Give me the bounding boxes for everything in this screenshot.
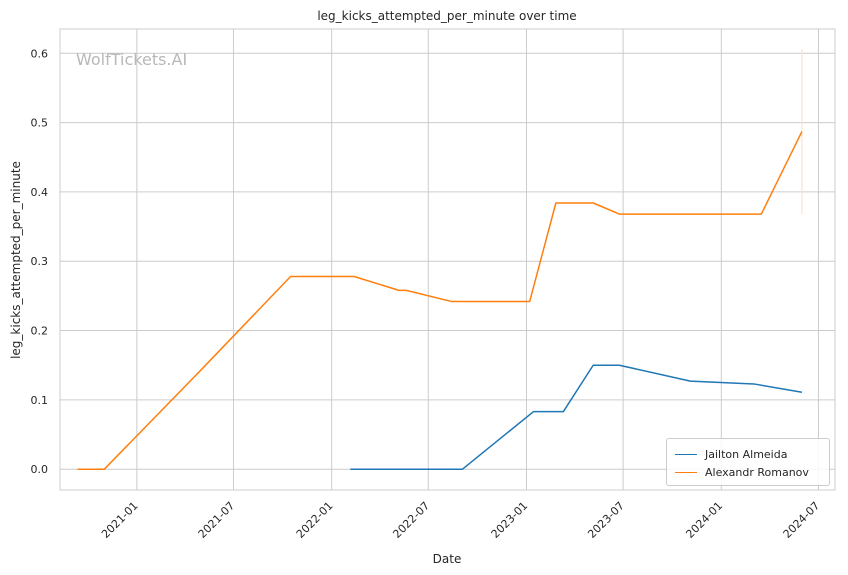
series-line-jailton-almeida <box>350 364 803 470</box>
x-tick-label: 2023-01 <box>489 499 531 541</box>
legend-item-jailton-almeida: Jailton Almeida <box>675 447 787 461</box>
x-tick-label: 2024-07 <box>781 499 823 541</box>
series-lines <box>77 49 803 470</box>
y-tick-label: 0.2 <box>31 325 49 338</box>
x-axis-ticks: 2021-01 2021-07 2022-01 2022-07 2023-01 2023-… <box>99 499 822 541</box>
x-tick-label: 2022-07 <box>390 499 432 541</box>
y-tick-label: 0.3 <box>31 255 49 268</box>
legend-label: Alexandr Romanov <box>705 465 809 479</box>
y-tick-label: 0.6 <box>31 47 49 60</box>
legend-swatch-alexandr-romanov <box>675 471 697 473</box>
y-tick-label: 0.1 <box>31 394 49 407</box>
x-axis-label: Date <box>433 552 462 566</box>
y-tick-label: 0.4 <box>31 186 49 199</box>
x-tick-label: 2023-07 <box>585 499 627 541</box>
x-tick-label: 2022-01 <box>294 499 336 541</box>
y-tick-label: 0.5 <box>31 117 49 130</box>
chart-title: leg_kicks_attempted_per_minute over time <box>317 9 576 23</box>
legend-item-alexandr-romanov: Alexandr Romanov <box>675 465 809 479</box>
x-tick-label: 2021-01 <box>99 499 141 541</box>
grid <box>60 29 835 490</box>
y-axis-ticks: 0.0 0.1 0.2 0.3 0.4 0.5 0.6 <box>31 47 49 476</box>
legend-swatch-jailton-almeida <box>675 453 697 455</box>
x-tick-label: 2021-07 <box>196 499 238 541</box>
plot-area <box>59 28 836 491</box>
y-tick-label: 0.0 <box>31 463 49 476</box>
y-axis-label: leg_kicks_attempted_per_minute <box>9 161 23 359</box>
watermark: WolfTickets.AI <box>76 50 187 69</box>
legend: Jailton Almeida Alexandr Romanov <box>666 438 830 486</box>
x-tick-label: 2024-01 <box>683 499 725 541</box>
series-line-alexandr-romanov <box>77 131 803 470</box>
legend-label: Jailton Almeida <box>705 447 788 461</box>
